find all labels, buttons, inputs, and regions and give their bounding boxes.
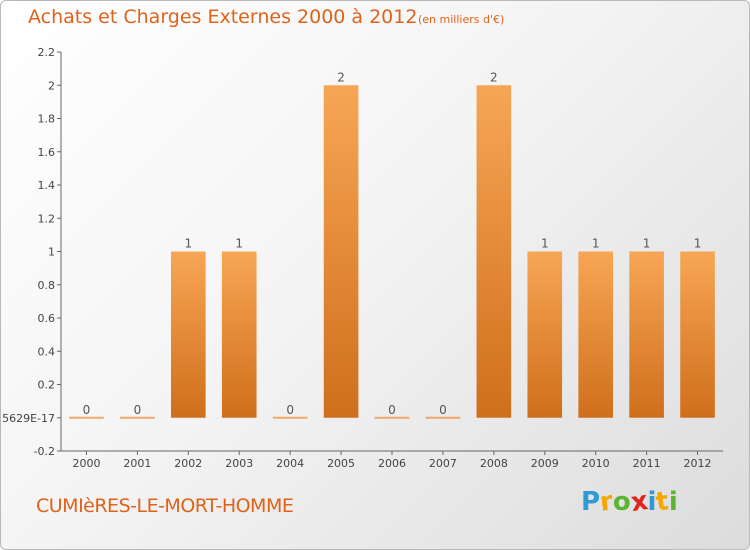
bar bbox=[323, 85, 359, 418]
x-tick-label: 2011 bbox=[633, 457, 661, 470]
data-label: 0 bbox=[83, 403, 91, 417]
x-tick-label: 2007 bbox=[429, 457, 457, 470]
x-tick-label: 2010 bbox=[582, 457, 610, 470]
y-tick-label: 0.2 bbox=[38, 379, 56, 392]
logo-letter: P bbox=[581, 487, 601, 517]
y-tick-label: 0.4 bbox=[38, 345, 56, 358]
x-tick-label: 2012 bbox=[684, 457, 712, 470]
x-tick-label: 2009 bbox=[531, 457, 559, 470]
data-label: 1 bbox=[643, 237, 651, 251]
y-tick-label: -0.2 bbox=[34, 445, 55, 458]
proxiti-logo[interactable]: Proxiti bbox=[581, 485, 678, 519]
data-labels: 0 0 1 1 0 2 0 0 2 1 1 1 1 bbox=[83, 70, 702, 417]
x-tick-label: 2006 bbox=[378, 457, 406, 470]
x-tick-label: 2002 bbox=[174, 457, 202, 470]
x-tick-label: 2004 bbox=[276, 457, 304, 470]
data-label: 1 bbox=[592, 237, 600, 251]
data-label: 1 bbox=[694, 237, 702, 251]
logo-letter: i bbox=[668, 487, 678, 517]
x-tick-label: 2001 bbox=[123, 457, 151, 470]
bar bbox=[629, 251, 664, 418]
y-tick-label: 1 bbox=[48, 246, 55, 259]
y-tick-label: 0.6 bbox=[38, 312, 56, 325]
x-tick-label: 2008 bbox=[480, 457, 508, 470]
logo-letter: i bbox=[647, 487, 657, 517]
x-tick-label: 2003 bbox=[225, 457, 253, 470]
data-label: 1 bbox=[184, 237, 192, 251]
data-label: 0 bbox=[286, 403, 294, 417]
bar bbox=[221, 251, 257, 418]
logo-letter: o bbox=[612, 487, 631, 517]
y-tick-label: 2.2 bbox=[38, 46, 56, 59]
bars bbox=[69, 85, 715, 419]
bar bbox=[527, 251, 563, 418]
data-label: 2 bbox=[490, 70, 498, 84]
x-tick-label: 2005 bbox=[327, 457, 355, 470]
bar bbox=[680, 251, 715, 418]
bar bbox=[578, 251, 614, 418]
y-axis: -0.2 -1.15629E-17 0.2 0.4 0.6 0.8 1 1.2 1.4 1.6 1.… bbox=[1, 46, 62, 458]
logo-letter: x bbox=[628, 485, 650, 519]
chart-title: Achats et Charges Externes 2000 à 2012 bbox=[28, 6, 418, 28]
y-tick-label: 0.8 bbox=[38, 279, 56, 292]
y-tick-label: -1.15629E-17 bbox=[1, 412, 55, 425]
y-tick-label: 1.6 bbox=[38, 146, 56, 159]
data-label: 2 bbox=[337, 70, 345, 84]
data-label: 0 bbox=[388, 403, 396, 417]
y-tick-label: 2 bbox=[48, 79, 55, 92]
bar bbox=[170, 251, 206, 418]
y-tick-label: 1.4 bbox=[38, 179, 56, 192]
y-tick-label: 1.2 bbox=[38, 212, 56, 225]
chart-subtitle: (en milliers d'€) bbox=[418, 13, 505, 26]
y-tick-label: 1.8 bbox=[38, 113, 56, 126]
data-label: 0 bbox=[439, 403, 447, 417]
data-label: 1 bbox=[541, 237, 549, 251]
data-label: 1 bbox=[235, 237, 243, 251]
data-label: 0 bbox=[134, 403, 142, 417]
commune-name: CUMIèRES-LE-MORT-HOMME bbox=[36, 495, 294, 517]
bar bbox=[476, 85, 512, 418]
x-axis: 2000 2001 2002 2003 2004 2005 2006 2007 2008 2009… bbox=[61, 450, 723, 470]
x-tick-label: 2000 bbox=[72, 457, 100, 470]
